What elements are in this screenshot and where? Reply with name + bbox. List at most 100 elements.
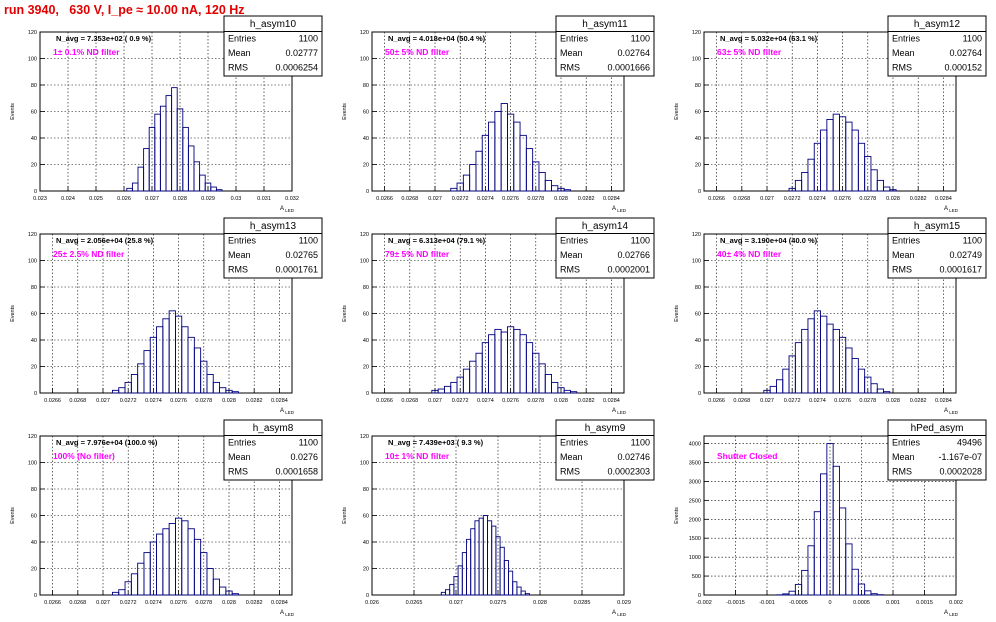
histogram-pad: 0 500 1000 1500 2000 2500 3000 3500 4000 -0.002 -0… bbox=[674, 419, 987, 617]
histogram-bin bbox=[168, 310, 176, 394]
histogram-bin bbox=[165, 95, 173, 192]
x-tick-label: 0.0275 bbox=[490, 600, 507, 606]
y-tick-label: 20 bbox=[695, 163, 701, 169]
stats-mean-value: -1.167e-07 bbox=[938, 452, 982, 462]
x-tick-label: 0.0278 bbox=[527, 196, 544, 202]
stats-box bbox=[223, 419, 323, 481]
histogram-bin bbox=[156, 326, 164, 394]
x-axis-label: A LED bbox=[280, 610, 295, 617]
y-tick-label: 100 bbox=[360, 259, 369, 265]
filter-label: 10± 1% ND filter bbox=[385, 451, 450, 461]
histogram-bin bbox=[449, 583, 455, 596]
y-tick-label: 20 bbox=[363, 163, 369, 169]
histogram-bin bbox=[870, 593, 878, 596]
stats-rms-value: 0.0001617 bbox=[939, 265, 982, 275]
stats-rms-value: 0.0006254 bbox=[275, 63, 318, 73]
histogram-bin bbox=[851, 129, 859, 192]
x-tick-label: 0.0005 bbox=[853, 600, 870, 606]
x-tick-label: 0.0274 bbox=[809, 196, 826, 202]
histogram-bin bbox=[469, 164, 477, 192]
y-tick-label: 120 bbox=[692, 30, 701, 36]
histogram-bin bbox=[193, 161, 201, 192]
histogram-bin bbox=[212, 381, 221, 394]
filter-label: 100% (No filter) bbox=[53, 451, 115, 461]
x-tick-label: 0.03 bbox=[231, 196, 242, 202]
x-tick-label: 0.0278 bbox=[859, 196, 876, 202]
x-tick-label: 0.0276 bbox=[502, 398, 519, 404]
stats-entries-value: 1100 bbox=[963, 236, 982, 246]
y-tick-label: 120 bbox=[360, 434, 369, 440]
histogram-bin bbox=[199, 174, 206, 192]
y-tick-label: 80 bbox=[363, 83, 369, 89]
histogram-bin bbox=[469, 360, 477, 394]
histogram-bin bbox=[512, 581, 518, 596]
x-tick-label: 0.0266 bbox=[708, 398, 725, 404]
histogram-bin bbox=[794, 342, 803, 394]
stats-mean-value: 0.02766 bbox=[617, 250, 650, 260]
stats-mean-value: 0.0276 bbox=[290, 452, 318, 462]
histogram-bin bbox=[475, 150, 483, 192]
histogram-bin bbox=[168, 522, 176, 596]
histogram-bin bbox=[563, 189, 571, 192]
stats-rms-label: RMS bbox=[892, 467, 912, 477]
x-tick-label: 0.025 bbox=[89, 196, 103, 202]
histogram-bin bbox=[488, 121, 496, 192]
histogram-bin bbox=[851, 358, 859, 394]
y-tick-label: 3000 bbox=[689, 479, 701, 485]
histogram-bin bbox=[154, 113, 161, 192]
y-tick-label: 20 bbox=[363, 365, 369, 371]
y-tick-label: 2000 bbox=[689, 517, 701, 523]
x-tick-label: 0.027 bbox=[428, 196, 442, 202]
y-axis-label: Events bbox=[342, 507, 348, 524]
stats-mean-label: Mean bbox=[892, 452, 915, 462]
stats-entries-value: 1100 bbox=[963, 34, 982, 44]
y-tick-label: 20 bbox=[695, 365, 701, 371]
x-tick-label: 0.028 bbox=[886, 196, 900, 202]
x-tick-label: 0.002 bbox=[949, 600, 963, 606]
y-tick-label: 0 bbox=[698, 593, 701, 599]
stats-rms-value: 0.0002001 bbox=[607, 265, 650, 275]
x-tick-label: 0.0268 bbox=[733, 196, 750, 202]
x-tick-label: 0.027 bbox=[96, 398, 110, 404]
y-tick-label: 20 bbox=[363, 567, 369, 573]
histogram-bin bbox=[457, 565, 463, 596]
x-axis-label-sub: LED bbox=[284, 208, 295, 213]
x-tick-label: 0.028 bbox=[533, 600, 547, 606]
x-tick-label: 0.0272 bbox=[452, 398, 469, 404]
x-tick-label: 0.032 bbox=[285, 196, 299, 202]
y-axis-label: Events bbox=[674, 305, 680, 322]
histogram-bin bbox=[813, 511, 822, 596]
histogram-bin bbox=[519, 334, 527, 394]
histogram-bin bbox=[137, 562, 145, 596]
histogram-pad: 0 20 40 60 80 100 120 0.0266 0.0268 0.027 0.0272 0.… bbox=[342, 15, 655, 213]
histogram-bin bbox=[130, 373, 139, 394]
x-tick-label: 0.0282 bbox=[910, 196, 927, 202]
x-axis-label-sub: LED bbox=[616, 208, 627, 213]
hist-name: h_asym9 bbox=[585, 423, 626, 434]
histogram-bin bbox=[440, 591, 446, 596]
x-axis-label-sub: LED bbox=[948, 410, 959, 415]
histogram-bin bbox=[801, 328, 809, 394]
stats-rms-value: 0.0002028 bbox=[939, 467, 982, 477]
filter-label: 25± 2.5% ND filter bbox=[53, 249, 125, 259]
stats-entries-value: 1100 bbox=[299, 236, 318, 246]
x-tick-label: 0.024 bbox=[61, 196, 75, 202]
x-axis-label-sub: LED bbox=[284, 410, 295, 415]
stats-rms-value: 0.000152 bbox=[944, 63, 982, 73]
y-tick-label: 60 bbox=[31, 110, 37, 116]
histogram-bin bbox=[775, 379, 784, 394]
histogram-bin bbox=[488, 334, 496, 394]
histogram-bin bbox=[513, 328, 521, 394]
histogram-bin bbox=[162, 318, 170, 394]
histogram-bin bbox=[126, 187, 133, 192]
histogram-bin bbox=[111, 591, 120, 596]
x-tick-label: 0.0284 bbox=[603, 196, 620, 202]
histogram-bin bbox=[832, 328, 840, 394]
histogram-bin bbox=[171, 87, 178, 192]
histogram-bin bbox=[181, 520, 189, 596]
x-axis-label: A LED bbox=[612, 206, 627, 213]
stats-entries-value: 1100 bbox=[299, 34, 318, 44]
stats-entries-value: 1100 bbox=[631, 438, 650, 448]
stats-rms-label: RMS bbox=[228, 63, 248, 73]
y-tick-label: 80 bbox=[31, 285, 37, 291]
